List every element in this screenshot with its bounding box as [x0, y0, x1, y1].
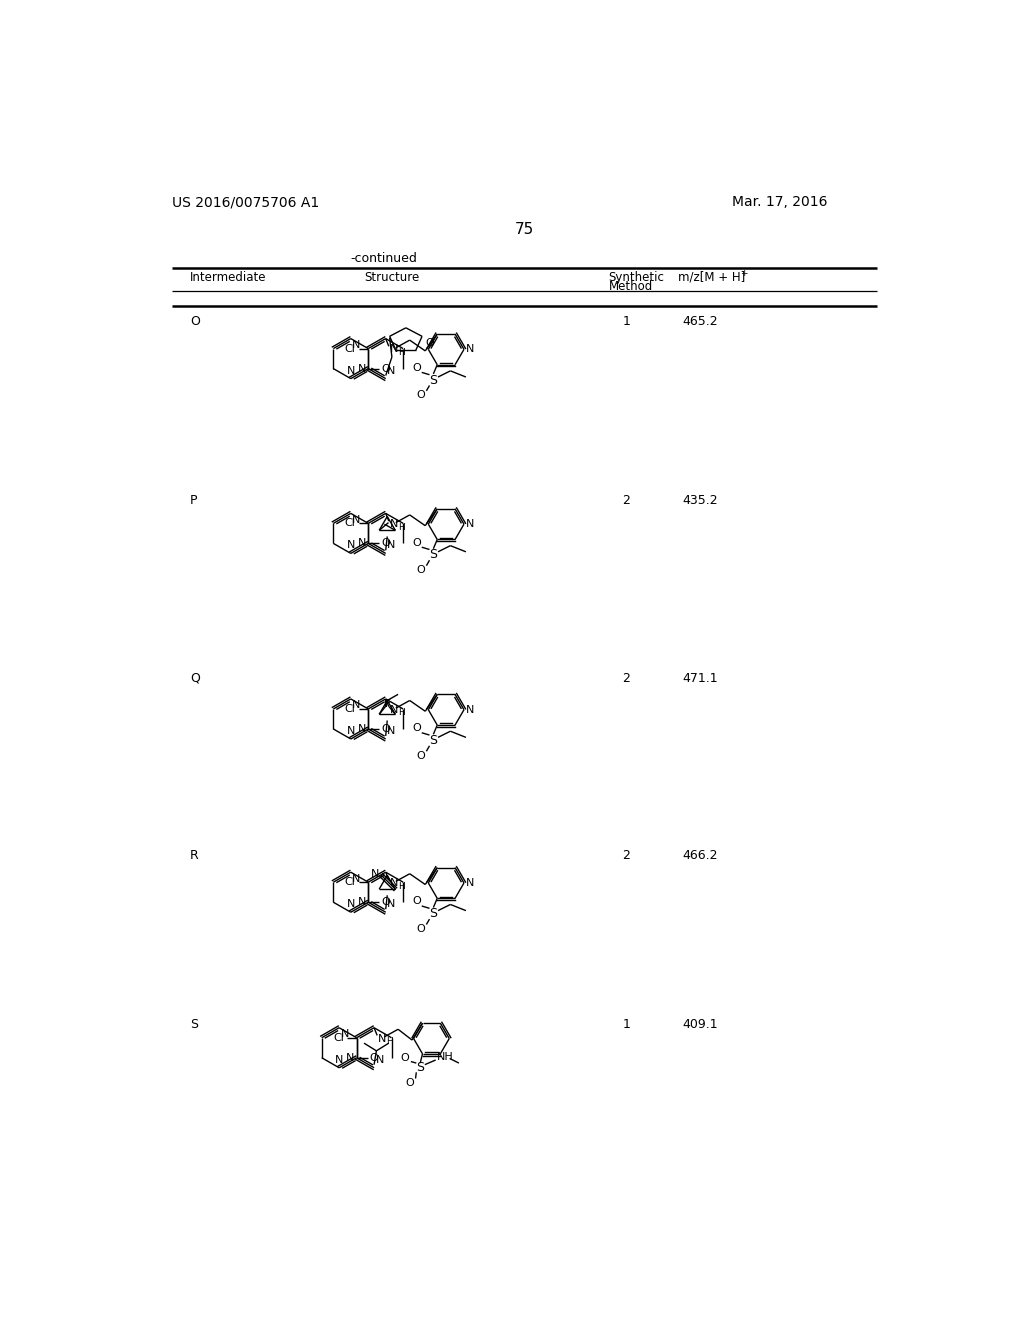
Text: N: N	[352, 341, 360, 350]
Text: O: O	[417, 391, 425, 400]
Text: 75: 75	[515, 222, 535, 236]
Text: N: N	[346, 726, 355, 737]
Text: N: N	[387, 540, 395, 550]
Text: N: N	[389, 519, 398, 529]
Text: F: F	[384, 700, 390, 709]
Text: N: N	[346, 1053, 354, 1063]
Text: O: O	[381, 363, 390, 374]
Text: O: O	[381, 539, 390, 548]
Text: 465.2: 465.2	[682, 315, 718, 329]
Text: Cl: Cl	[333, 1032, 344, 1043]
Text: m/z[M + H]: m/z[M + H]	[678, 271, 745, 284]
Text: S: S	[429, 374, 437, 387]
Text: O: O	[381, 723, 390, 734]
Text: 466.2: 466.2	[682, 849, 718, 862]
Text: O: O	[412, 723, 421, 733]
Text: 2: 2	[623, 672, 631, 685]
Text: N: N	[389, 345, 398, 354]
Text: P: P	[190, 494, 198, 507]
Text: O: O	[425, 338, 434, 348]
Text: N: N	[346, 540, 355, 550]
Text: N: N	[352, 515, 360, 525]
Text: Cl: Cl	[345, 878, 355, 887]
Text: 2: 2	[623, 849, 631, 862]
Text: Method: Method	[608, 280, 652, 293]
Text: O: O	[370, 1053, 378, 1063]
Text: O: O	[190, 315, 200, 329]
Text: Cl: Cl	[345, 519, 355, 528]
Text: N: N	[378, 1034, 386, 1044]
Text: US 2016/0075706 A1: US 2016/0075706 A1	[172, 195, 319, 210]
Text: N: N	[341, 1030, 349, 1039]
Text: O: O	[417, 751, 425, 760]
Text: O: O	[400, 1053, 409, 1064]
Text: Cl: Cl	[345, 704, 355, 714]
Text: O: O	[412, 363, 421, 372]
Text: Cl: Cl	[345, 343, 355, 354]
Text: N: N	[357, 898, 366, 907]
Text: N: N	[357, 539, 366, 548]
Text: N: N	[466, 345, 475, 354]
Text: Q: Q	[190, 672, 200, 685]
Text: S: S	[429, 734, 437, 747]
Text: S: S	[429, 907, 437, 920]
Text: NH: NH	[437, 1052, 454, 1061]
Text: N: N	[387, 726, 395, 737]
Text: H: H	[398, 709, 404, 717]
Text: F: F	[385, 700, 390, 709]
Text: 2: 2	[623, 494, 631, 507]
Text: H: H	[398, 348, 404, 356]
Text: +: +	[740, 269, 748, 279]
Text: S: S	[416, 1061, 424, 1074]
Text: 1: 1	[623, 1019, 631, 1031]
Text: H: H	[386, 1038, 393, 1045]
Text: N: N	[466, 705, 475, 714]
Text: O: O	[412, 537, 421, 548]
Text: N: N	[335, 1055, 343, 1065]
Text: Mar. 17, 2016: Mar. 17, 2016	[732, 195, 828, 210]
Text: H: H	[398, 882, 404, 891]
Text: N: N	[346, 366, 355, 376]
Text: N: N	[357, 723, 366, 734]
Text: H: H	[398, 523, 404, 532]
Text: O: O	[381, 898, 390, 907]
Text: N: N	[346, 899, 355, 909]
Text: O: O	[417, 924, 425, 935]
Text: N: N	[357, 363, 366, 374]
Text: S: S	[429, 548, 437, 561]
Text: N: N	[387, 366, 395, 376]
Text: N: N	[371, 869, 379, 879]
Text: O: O	[404, 1078, 414, 1088]
Text: R: R	[190, 849, 199, 862]
Text: 435.2: 435.2	[682, 494, 718, 507]
Text: O: O	[417, 565, 425, 576]
Text: N: N	[389, 705, 398, 714]
Text: N: N	[389, 878, 398, 888]
Text: Intermediate: Intermediate	[190, 271, 266, 284]
Text: N: N	[466, 519, 475, 529]
Text: Structure: Structure	[364, 271, 419, 284]
Text: N: N	[352, 701, 360, 710]
Text: N: N	[352, 874, 360, 883]
Text: 471.1: 471.1	[682, 672, 718, 685]
Text: N: N	[376, 1055, 384, 1065]
Text: 409.1: 409.1	[682, 1019, 718, 1031]
Text: N: N	[466, 878, 475, 888]
Text: 1: 1	[623, 315, 631, 329]
Text: N: N	[387, 899, 395, 909]
Text: Synthetic: Synthetic	[608, 271, 665, 284]
Text: O: O	[412, 896, 421, 907]
Text: -continued: -continued	[350, 252, 417, 265]
Text: S: S	[190, 1019, 198, 1031]
